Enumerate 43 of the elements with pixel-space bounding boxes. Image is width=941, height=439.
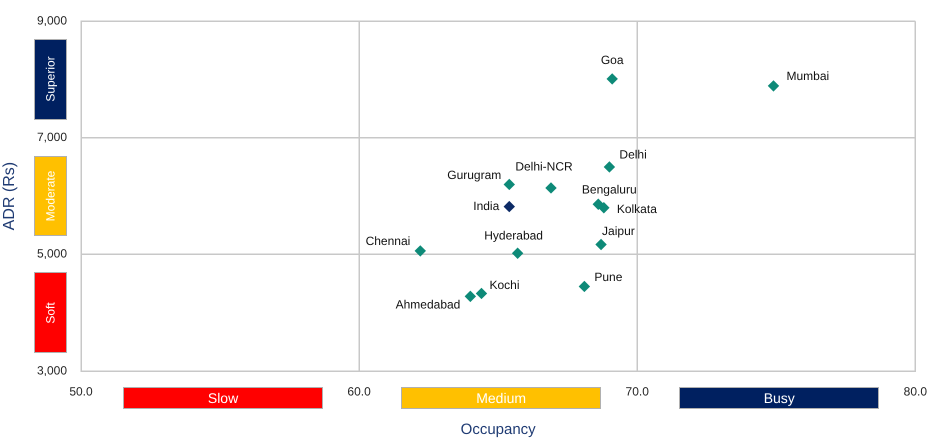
rating-box: Busy [679, 387, 880, 409]
point [414, 245, 426, 256]
point [596, 238, 607, 250]
annotation: Mumbai [786, 69, 830, 84]
annotation: Hyderabad [484, 228, 543, 243]
x-axis-title: Occupancy [460, 421, 536, 438]
y-tick-label: 3,000 [36, 363, 68, 378]
annotation: Gurugram [447, 168, 502, 182]
x-tick-label: 80.0 [904, 384, 928, 399]
x-tick-label: 60.0 [347, 384, 372, 399]
point [546, 182, 556, 194]
annotation: Jaipur [602, 224, 635, 238]
y-tick-label: 5,000 [36, 246, 68, 261]
point [504, 201, 515, 212]
annotation: Delhi-NCR [515, 159, 574, 174]
annotation: Bengaluru [582, 182, 637, 197]
rating-box: Superior [34, 39, 67, 120]
annotation: Ahmedabad [396, 298, 460, 312]
rating-box: Slow [123, 387, 324, 409]
y-tick-label: 7,000 [36, 130, 68, 144]
point [512, 248, 524, 259]
rating-box: Medium [401, 387, 602, 409]
point [604, 161, 615, 172]
annotation: Kolkata [616, 202, 658, 216]
annotation: Kochi [489, 278, 520, 292]
point [504, 178, 515, 190]
point [598, 202, 610, 214]
point [476, 288, 487, 299]
annotation: Pune [594, 270, 623, 284]
point [606, 73, 618, 84]
rating-box: Moderate [34, 156, 67, 236]
y-tick-label: 9,000 [36, 14, 68, 28]
point [768, 80, 779, 92]
y-axis-title: ADR (Rs) [1, 162, 18, 230]
annotation: Chennai [366, 234, 410, 248]
point [578, 280, 590, 292]
point [464, 290, 476, 302]
x-tick-label: 70.0 [626, 384, 650, 399]
annotation: Delhi [619, 147, 647, 162]
annotation: India [473, 198, 500, 213]
annotation: Goa [600, 53, 624, 68]
rating-box: Soft [34, 272, 67, 353]
x-tick-label: 50.0 [69, 384, 93, 399]
